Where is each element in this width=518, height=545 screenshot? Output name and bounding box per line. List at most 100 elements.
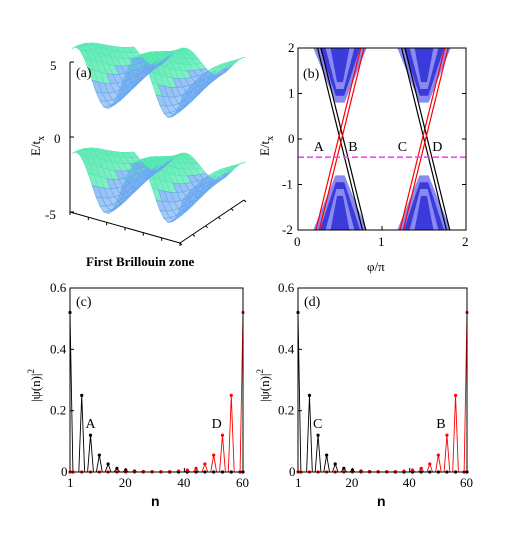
panel-c-annotation-D: D <box>212 417 222 432</box>
panel-b-ytick-label: 1 <box>288 86 295 101</box>
svg-text:|ψ(n)|2: |ψ(n)|2 <box>26 369 43 402</box>
panel-a-label: (a) <box>76 66 92 81</box>
d-ytick-label: 0.6 <box>278 280 295 295</box>
d-series-point-1 <box>410 468 415 472</box>
panel-c-annotation-A: A <box>86 417 97 432</box>
panel-b-ytick-label: -1 <box>282 177 293 192</box>
panel-d-ylabel-main: |ψ(n)| <box>257 373 272 402</box>
d-xtick-label: 20 <box>345 475 358 490</box>
panel-b-edge-state-red <box>402 48 449 230</box>
c-series-point-1 <box>203 462 207 466</box>
c-series-point-0 <box>115 466 119 470</box>
panel-a-axis-bottom-right <box>179 199 245 244</box>
panel-d: 1 20 40 60 0.6 0.4 0.2 0 (d) C B |ψ(n)|2 n <box>255 280 473 509</box>
panel-a-base-tick <box>192 234 196 237</box>
panel-a-ztick-top: 5 <box>50 58 57 73</box>
panel-d-xlabel: n <box>377 493 386 509</box>
c-series-point-1 <box>220 433 225 437</box>
panel-b-ytick-label: -2 <box>282 222 293 237</box>
panel-c-plot-area <box>68 310 245 474</box>
panel-b-edge-state-black <box>320 48 367 230</box>
panel-b-xtick-label: 1 <box>378 234 385 249</box>
svg-text:E/tx: E/tx <box>28 136 47 156</box>
panel-d-annotation-B: B <box>436 417 445 432</box>
panel-b-point-D: D <box>432 140 442 155</box>
panel-b-edge-state-red <box>399 48 446 230</box>
panel-b-edge-state-red <box>315 48 362 230</box>
c-series-point-1 <box>229 393 233 397</box>
c-series-point-0 <box>106 462 110 466</box>
panel-a-ticks <box>69 61 247 246</box>
panel-a-surfaces <box>71 42 247 223</box>
panel-a: (a) 5 0 -5 E/tx First Brillouin zone <box>28 42 247 269</box>
panel-c-label: (c) <box>76 295 92 310</box>
panel-a-ylabel-sub: x <box>36 136 47 141</box>
d-ytick-label: 0 <box>289 464 296 479</box>
d-series-line-0 <box>297 312 467 473</box>
panel-d-annotation-C: C <box>313 417 322 432</box>
panel-d-ticks: 1 20 40 60 0.6 0.4 0.2 0 <box>278 280 473 490</box>
panel-a-base-tick <box>179 242 183 246</box>
panel-b-edge-state-red <box>318 48 365 230</box>
panel-b-xtick-label: 2 <box>462 234 469 249</box>
panel-a-ylabel: E/tx <box>28 136 47 156</box>
d-series-point-0 <box>333 462 337 466</box>
panel-b: 0 1 2 2 1 0 -1 -2 (b) A B C D E/tx φ/π <box>257 40 469 274</box>
d-series-point-0 <box>325 453 329 457</box>
c-xtick-label: 1 <box>67 475 74 490</box>
panel-b-edge-state-black <box>316 48 364 230</box>
c-ytick-label: 0 <box>61 464 68 479</box>
d-series-line-1 <box>298 312 468 473</box>
panel-d-ylabel-sup: 2 <box>255 369 265 374</box>
panel-a-upper-band-surface <box>235 56 247 61</box>
panel-b-edge-state-black <box>404 48 451 230</box>
c-ytick-label: 0.6 <box>50 280 67 295</box>
d-xtick-label: 1 <box>295 475 302 490</box>
d-series-point-1 <box>436 453 440 457</box>
d-series-point-1 <box>453 393 458 397</box>
panel-b-xtick-label: 0 <box>294 234 301 249</box>
panel-b-ticks: 0 1 2 2 1 0 -1 -2 <box>282 40 469 249</box>
panel-b-plot-area <box>298 48 466 230</box>
panel-c-ylabel-main: |ψ(n)| <box>28 373 43 402</box>
panel-b-ytick-label: 2 <box>288 40 295 55</box>
c-series-point-0 <box>97 453 101 457</box>
panel-a-xlabel: First Brillouin zone <box>86 254 195 269</box>
panel-a-base-tick <box>218 216 221 220</box>
panel-d-label: (d) <box>304 295 321 310</box>
panel-a-base-tick <box>205 225 208 229</box>
svg-text:E/tx: E/tx <box>257 136 276 156</box>
panel-c-ylabel: |ψ(n)|2 <box>26 369 43 402</box>
panel-b-bulk-band <box>414 195 434 230</box>
d-series-point-1 <box>445 433 449 437</box>
c-series-point-1 <box>185 468 189 472</box>
panel-a-base-tick <box>230 208 234 211</box>
c-xtick-label: 60 <box>236 475 249 490</box>
panel-b-ylabel-sub: x <box>265 136 276 141</box>
svg-text:|ψ(n)|2: |ψ(n)|2 <box>255 369 272 402</box>
d-series-point-0 <box>307 393 312 397</box>
panel-b-bulk-band <box>414 48 434 83</box>
d-ytick-label: 0.2 <box>278 403 294 418</box>
d-ytick-label: 0.4 <box>278 341 295 356</box>
panel-b-point-A: A <box>314 140 325 155</box>
panel-c-frame <box>69 287 244 473</box>
c-series-line-0 <box>69 312 243 473</box>
panel-b-bulk-band <box>330 195 350 230</box>
panel-b-point-B: B <box>348 140 357 155</box>
panel-b-ylabel: E/tx <box>257 136 276 156</box>
d-xtick-label: 40 <box>403 475 416 490</box>
panel-b-ytick-label: 0 <box>288 131 295 146</box>
d-series-point-1 <box>419 466 423 470</box>
c-series-point-0 <box>88 433 93 437</box>
panel-c: 1 20 40 60 0.6 0.4 0.2 0 (c) A D |ψ(n)|2 n <box>26 280 249 509</box>
panel-a-base-tick <box>243 199 247 203</box>
panel-b-point-C: C <box>398 140 407 155</box>
panel-d-ylabel: |ψ(n)|2 <box>255 369 272 402</box>
c-series-point-1 <box>212 453 216 457</box>
panel-b-label: (b) <box>303 67 320 82</box>
c-ytick-label: 0.4 <box>50 341 67 356</box>
panel-b-xlabel: φ/π <box>367 259 385 274</box>
panel-d-frame <box>297 287 468 473</box>
